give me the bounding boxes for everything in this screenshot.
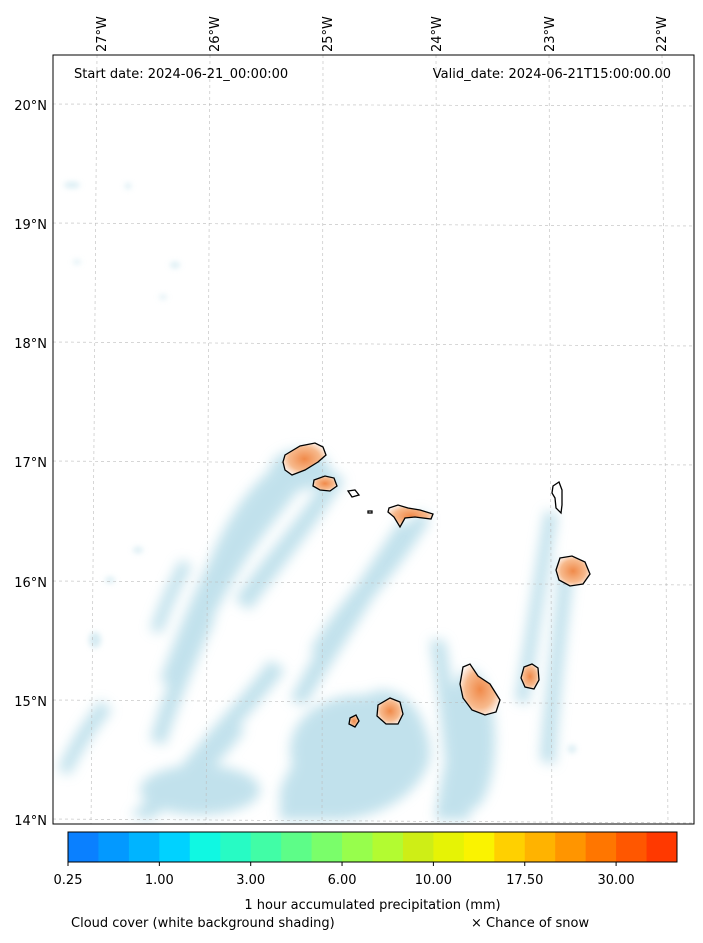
island-boa-vista xyxy=(555,555,591,587)
colorbar-segment xyxy=(250,832,282,862)
colorbar-tick-label: 3.00 xyxy=(236,873,265,888)
start-date-label: Start date: 2024-06-21_00:00:00 xyxy=(74,67,288,82)
colorbar-segment xyxy=(402,832,434,862)
map-frame xyxy=(52,54,695,825)
snow-chance-note: × Chance of snow xyxy=(471,916,590,931)
valid-date-label: Valid_date: 2024-06-21T15:00:00.00 xyxy=(433,67,671,82)
lon-label-23w: 23°W xyxy=(543,16,558,52)
cloud-cover-note: Cloud cover (white background shading) xyxy=(71,916,335,931)
lat-label-16n: 16°N xyxy=(14,576,47,591)
colorbar-segment xyxy=(159,832,191,862)
lon-label-27w: 27°W xyxy=(95,16,110,52)
colorbar-segment xyxy=(524,832,556,862)
colorbar-segment xyxy=(372,832,404,862)
colorbar-segment xyxy=(68,832,99,862)
lat-label-15n: 15°N xyxy=(14,695,47,710)
island-santo-antao xyxy=(282,442,327,476)
colorbar-segment xyxy=(616,832,648,862)
colorbar-segment xyxy=(585,832,617,862)
longitude-labels: 27°W 26°W 25°W 24°W 23°W 22°W xyxy=(95,16,670,52)
colorbar-tick-label: 6.00 xyxy=(328,873,357,888)
island-sal xyxy=(551,481,563,515)
lon-label-26w: 26°W xyxy=(208,16,223,52)
colorbar-title: 1 hour accumulated precipitation (mm) xyxy=(244,898,501,913)
island-santa-luzia xyxy=(346,489,361,498)
lat-label-17n: 17°N xyxy=(14,456,47,471)
colorbar-segment xyxy=(98,832,130,862)
lat-label-19n: 19°N xyxy=(14,218,47,233)
lon-label-25w: 25°W xyxy=(321,16,336,52)
colorbar-segment xyxy=(128,832,160,862)
colorbar-frame xyxy=(67,831,678,863)
lon-label-24w: 24°W xyxy=(430,16,445,52)
colorbar-segment xyxy=(189,832,221,862)
colorbar-tick-label: 0.25 xyxy=(54,873,83,888)
lat-label-18n: 18°N xyxy=(14,337,47,352)
colorbar-segment xyxy=(494,832,526,862)
latitude-labels: 20°N 19°N 18°N 17°N 16°N 15°N 14°N xyxy=(14,99,47,829)
island-santiago xyxy=(459,663,501,716)
island-maio xyxy=(520,663,540,690)
colorbar-segment xyxy=(342,832,373,862)
colorbar-segment xyxy=(220,832,252,862)
colorbar-tick-label: 17.50 xyxy=(506,873,543,888)
lat-label-20n: 20°N xyxy=(14,99,47,114)
island-fogo xyxy=(376,697,404,725)
colorbar-segment xyxy=(555,832,587,862)
island-branco xyxy=(367,510,373,514)
lon-label-22w: 22°W xyxy=(655,16,670,52)
cloud-specks xyxy=(64,182,576,753)
graticule xyxy=(53,55,694,824)
island-sao-nicolau xyxy=(387,504,434,529)
colorbar-segment xyxy=(646,832,678,862)
colorbar-tick-label: 1.00 xyxy=(145,873,174,888)
island-sao-vicente xyxy=(312,475,338,492)
colorbar-segment xyxy=(281,832,313,862)
colorbar-tick-label: 10.00 xyxy=(415,873,452,888)
island-brava xyxy=(348,714,360,728)
colorbar-segment xyxy=(311,832,343,862)
islands xyxy=(282,442,591,728)
colorbar-ticks: 0.25 1.00 3.00 6.00 10.00 17.50 30.00 xyxy=(54,862,635,888)
colorbar-tick-label: 30.00 xyxy=(597,873,634,888)
colorbar-segment xyxy=(433,832,465,862)
colorbar xyxy=(67,831,678,863)
colorbar-segment xyxy=(463,832,495,862)
lat-label-14n: 14°N xyxy=(14,814,47,829)
